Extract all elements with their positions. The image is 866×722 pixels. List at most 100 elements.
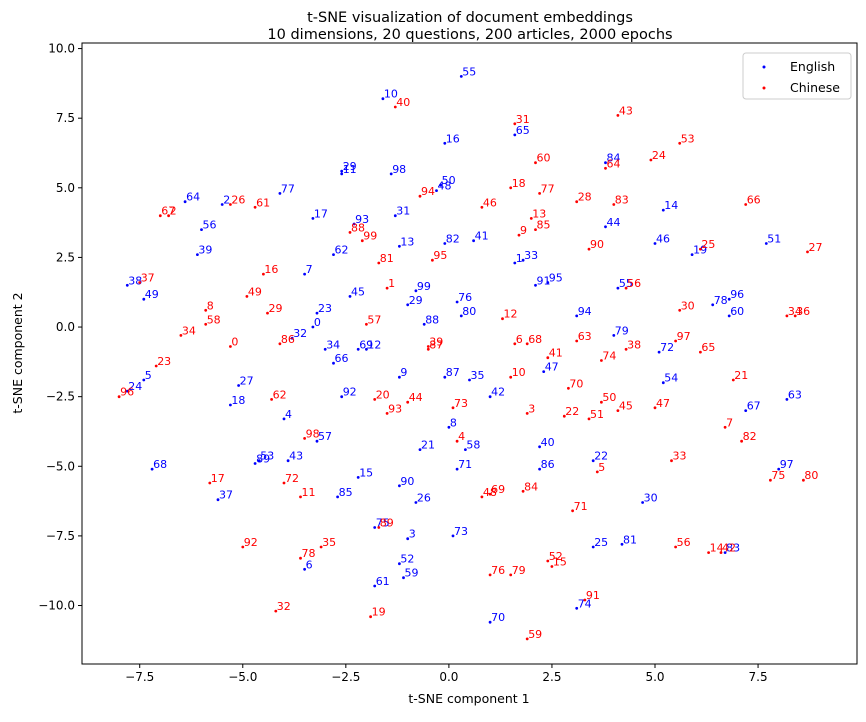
data-point bbox=[426, 345, 430, 348]
point-label: 68 bbox=[153, 458, 167, 471]
y-tick-label: 7.5 bbox=[56, 111, 75, 125]
data-point bbox=[653, 242, 657, 245]
data-point bbox=[501, 317, 504, 321]
point-label: 21 bbox=[734, 369, 748, 382]
point-label: 60 bbox=[730, 305, 744, 318]
point-label: 31 bbox=[396, 205, 410, 218]
data-point bbox=[439, 183, 442, 187]
point-label: 97 bbox=[677, 330, 691, 343]
point-label: 85 bbox=[339, 486, 353, 499]
data-point bbox=[373, 584, 377, 588]
point-label: 81 bbox=[623, 533, 637, 546]
point-label: 99 bbox=[417, 280, 431, 293]
point-label: 74 bbox=[578, 597, 592, 610]
x-tick-label: 2.5 bbox=[542, 670, 561, 684]
point-label: 30 bbox=[644, 492, 658, 505]
y-tick-label: 5.0 bbox=[56, 181, 75, 195]
x-tick-label: −5.0 bbox=[228, 670, 257, 684]
data-point bbox=[356, 347, 360, 351]
data-point bbox=[513, 342, 517, 346]
data-point bbox=[600, 359, 603, 362]
data-point bbox=[348, 295, 352, 298]
y-tick-label: −2.5 bbox=[46, 390, 75, 404]
data-point bbox=[381, 97, 385, 101]
point-label: 35 bbox=[322, 536, 336, 549]
data-point bbox=[332, 361, 335, 365]
point-label: 86 bbox=[541, 458, 555, 471]
data-point bbox=[319, 545, 323, 549]
data-point bbox=[220, 203, 224, 206]
data-point bbox=[443, 141, 447, 145]
data-point bbox=[237, 384, 241, 387]
point-label: 5 bbox=[598, 461, 605, 474]
point-label: 49 bbox=[248, 285, 262, 298]
data-point bbox=[455, 467, 459, 471]
data-point bbox=[154, 364, 158, 368]
point-label: 10 bbox=[512, 366, 526, 379]
point-label: 79 bbox=[615, 324, 629, 337]
data-point bbox=[406, 303, 410, 307]
data-point bbox=[315, 439, 319, 443]
data-point bbox=[575, 339, 579, 343]
data-point bbox=[216, 498, 220, 502]
data-point bbox=[571, 509, 574, 513]
data-point bbox=[534, 228, 537, 232]
data-point bbox=[229, 403, 232, 407]
data-point bbox=[542, 370, 546, 373]
data-point bbox=[204, 308, 208, 312]
point-label: 23 bbox=[157, 355, 171, 368]
point-label: 37 bbox=[219, 489, 233, 502]
point-label: 48 bbox=[483, 486, 497, 499]
point-label: 7 bbox=[726, 416, 733, 429]
data-point bbox=[340, 172, 344, 176]
chart-title: t-SNE visualization of document embeddin… bbox=[307, 10, 633, 26]
data-point bbox=[699, 350, 702, 354]
data-point bbox=[299, 556, 302, 560]
x-tick-label: 7.5 bbox=[749, 670, 768, 684]
point-label: 26 bbox=[417, 492, 431, 505]
data-point bbox=[253, 462, 257, 465]
data-point bbox=[719, 551, 723, 554]
data-point bbox=[204, 322, 208, 326]
chart-subtitle: 10 dimensions, 20 questions, 200 article… bbox=[267, 27, 672, 43]
y-tick-label: 2.5 bbox=[56, 250, 75, 264]
data-point bbox=[513, 122, 517, 126]
data-point bbox=[575, 606, 579, 610]
point-label: 87 bbox=[446, 366, 460, 379]
point-label: 19 bbox=[372, 606, 386, 619]
point-label: 16 bbox=[264, 263, 278, 276]
point-label: 6 bbox=[516, 333, 523, 346]
data-point bbox=[583, 598, 587, 602]
data-point bbox=[443, 375, 447, 379]
data-point bbox=[674, 545, 677, 549]
data-point bbox=[459, 314, 463, 318]
point-label: 71 bbox=[458, 458, 472, 471]
data-point bbox=[125, 389, 129, 393]
data-point bbox=[727, 314, 731, 318]
data-point bbox=[398, 484, 401, 488]
point-label: 48 bbox=[438, 180, 452, 193]
point-label: 62 bbox=[273, 388, 287, 401]
y-tick-label: −7.5 bbox=[46, 529, 75, 543]
data-point bbox=[513, 133, 517, 137]
point-label: 52 bbox=[400, 553, 414, 566]
data-point bbox=[414, 289, 418, 293]
data-point bbox=[769, 478, 772, 482]
data-point bbox=[229, 203, 232, 206]
data-point bbox=[678, 308, 682, 312]
point-label: 61 bbox=[256, 196, 270, 209]
data-point bbox=[538, 467, 541, 471]
point-label: 38 bbox=[627, 338, 641, 351]
data-point bbox=[398, 244, 401, 248]
point-label: 12 bbox=[367, 338, 381, 351]
point-label: 63 bbox=[578, 330, 592, 343]
point-label: 83 bbox=[726, 542, 740, 555]
data-point bbox=[521, 489, 525, 493]
data-point bbox=[245, 295, 249, 298]
data-point bbox=[744, 409, 748, 412]
data-point bbox=[208, 481, 212, 485]
point-label: 14 bbox=[664, 199, 678, 212]
data-point bbox=[723, 551, 727, 554]
point-label: 45 bbox=[351, 285, 365, 298]
